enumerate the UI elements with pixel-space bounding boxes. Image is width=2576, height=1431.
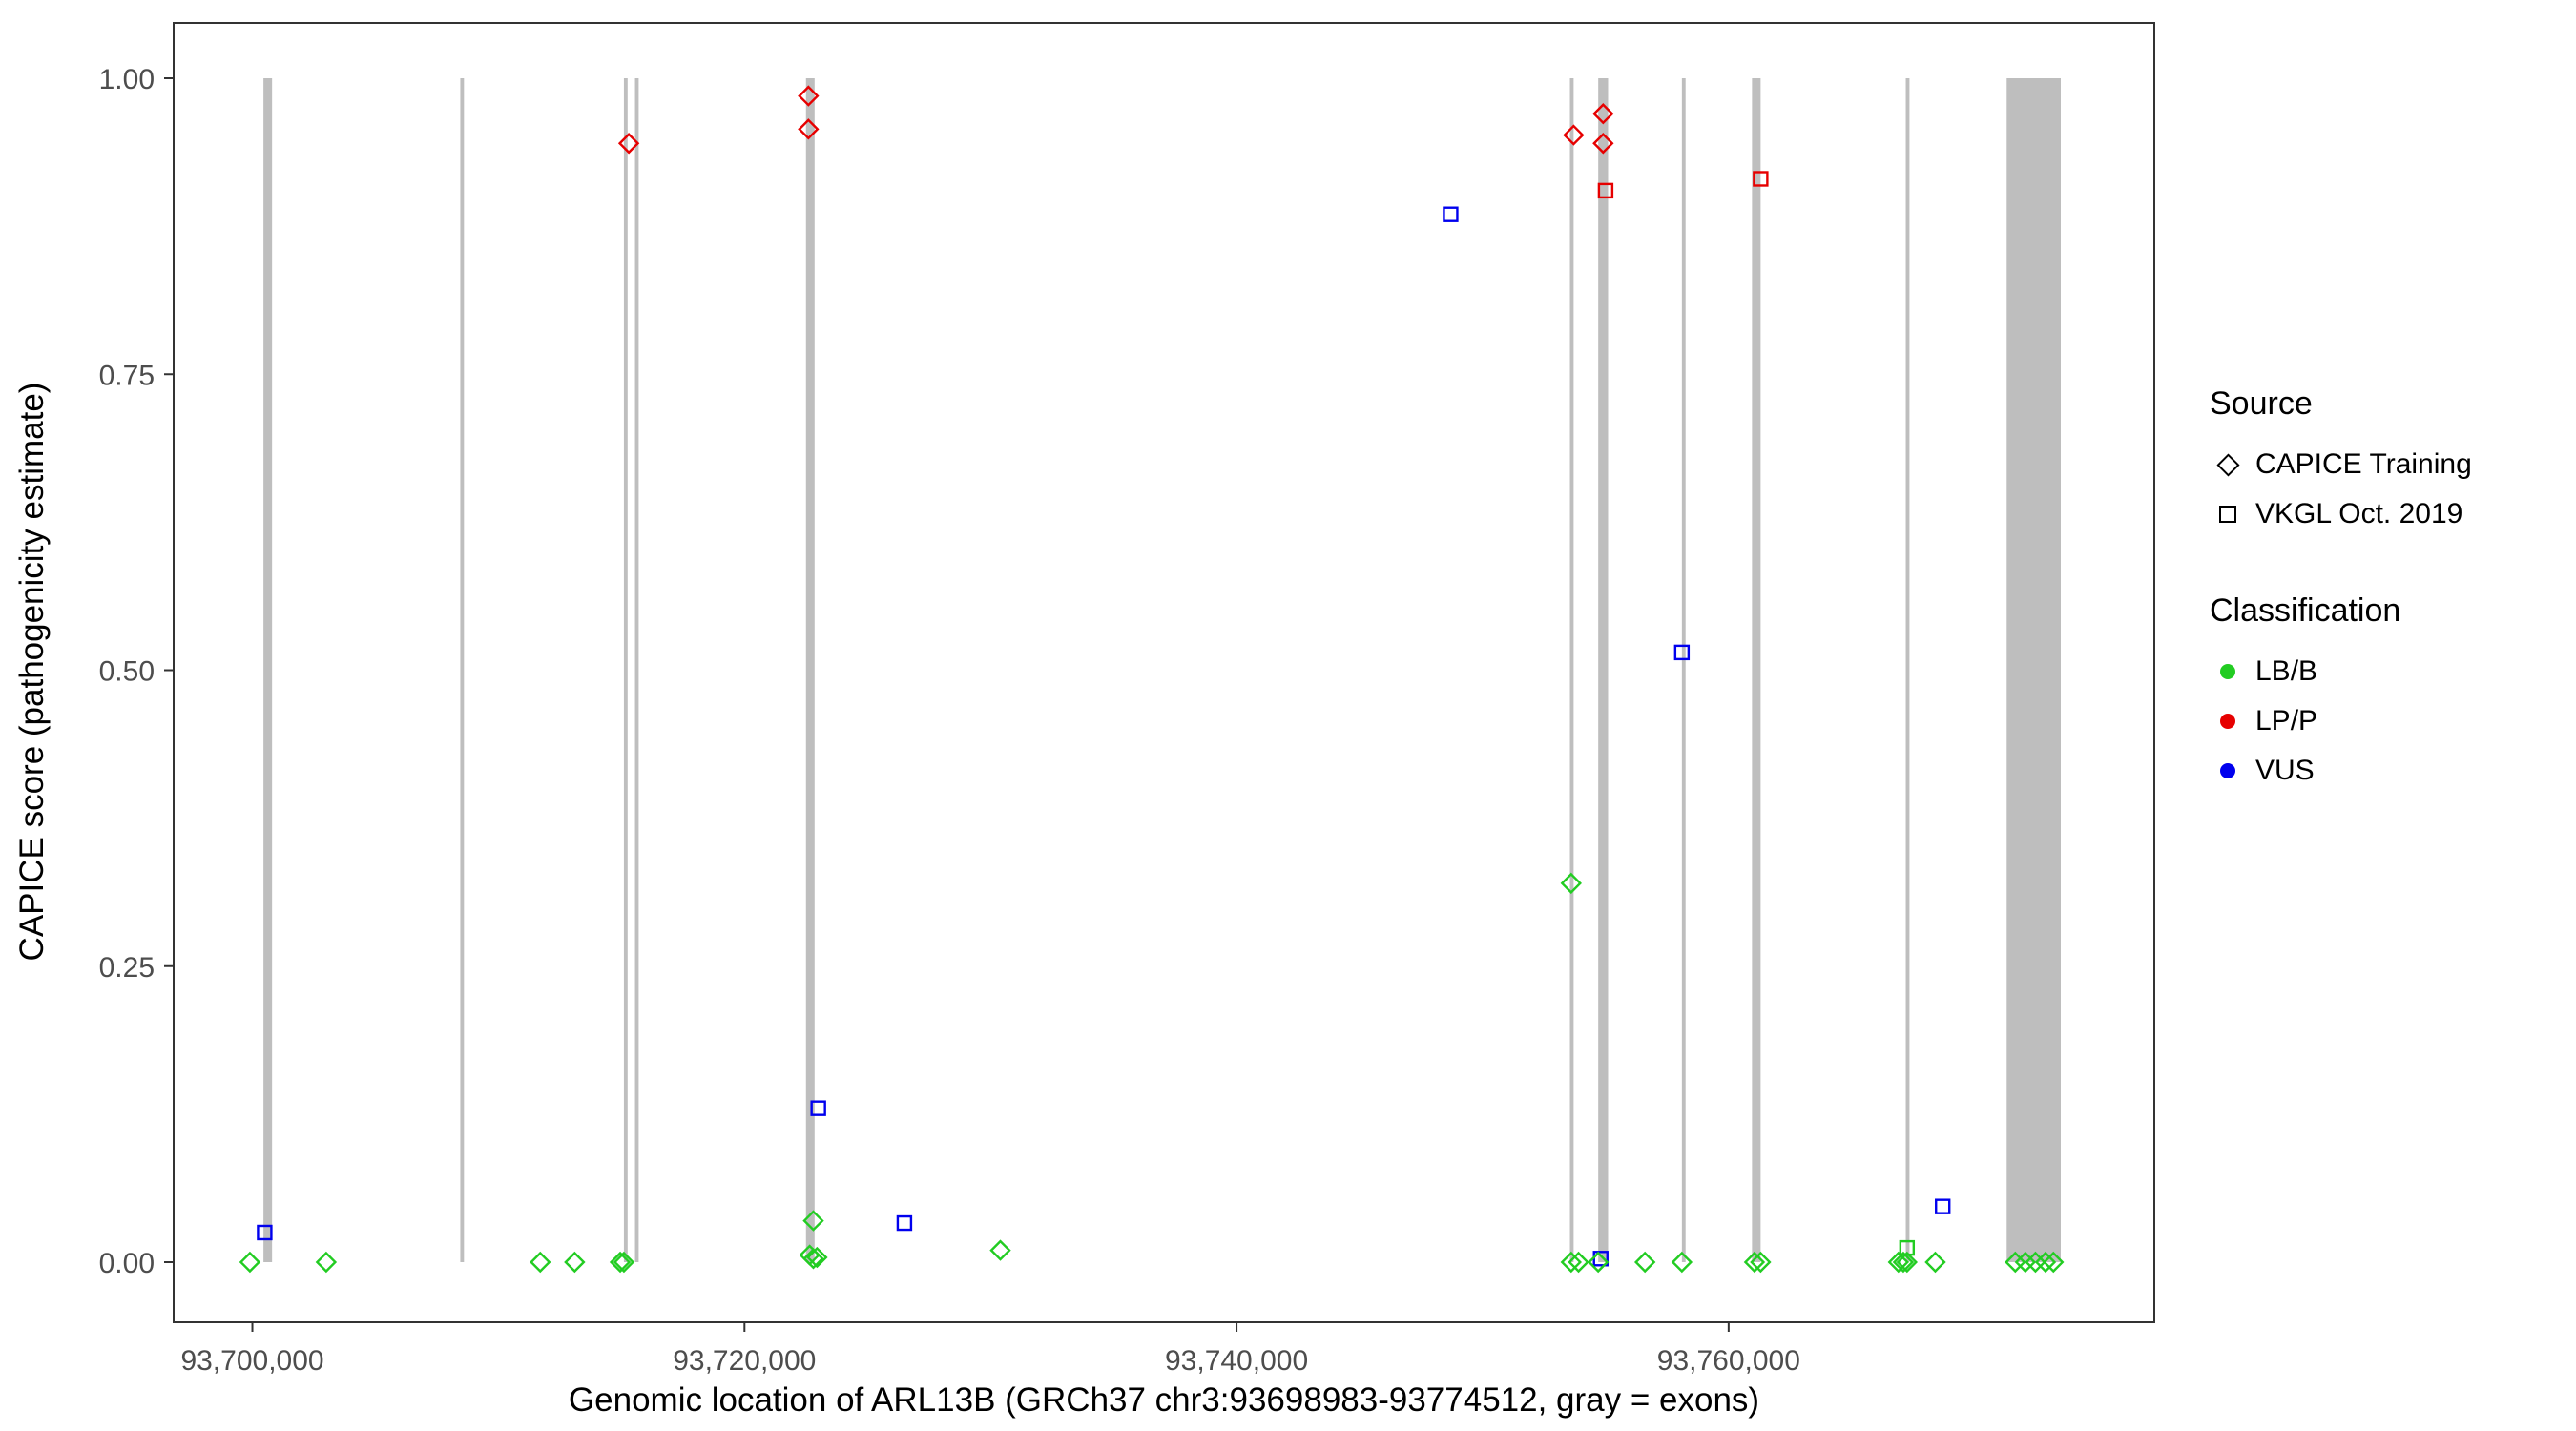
data-point-diamond — [802, 1210, 824, 1232]
x-tick-label: 93,760,000 — [1657, 1345, 1800, 1377]
data-point-diamond — [1560, 872, 1582, 895]
data-point-diamond — [564, 1251, 586, 1274]
data-point-diamond — [315, 1251, 338, 1274]
data-point-square — [1443, 206, 1459, 222]
legend-item-lpp: LP/P — [2210, 696, 2572, 746]
exon-rect — [805, 78, 815, 1262]
square-key-icon — [2210, 506, 2246, 523]
data-point-diamond — [1743, 1251, 1766, 1274]
data-point-diamond — [1892, 1251, 1915, 1274]
legend-group-source: Source CAPICE Training VKGL Oct. 2019 — [2210, 385, 2572, 539]
legend-classification-title: Classification — [2210, 592, 2401, 629]
data-point-diamond — [530, 1251, 551, 1274]
data-point-diamond — [2025, 1251, 2046, 1274]
data-point-diamond — [802, 1248, 824, 1270]
red-dot-icon — [2210, 714, 2246, 729]
exon-rect — [623, 78, 628, 1262]
y-tick-label: 1.00 — [99, 64, 155, 95]
legend-item-label: LP/P — [2255, 705, 2318, 736]
blue-dot-icon — [2210, 763, 2246, 778]
x-tick-label: 93,700,000 — [180, 1345, 323, 1377]
legend-item-label: CAPICE Training — [2255, 448, 2472, 480]
data-point-diamond — [1750, 1251, 1772, 1274]
data-point-diamond — [798, 85, 820, 107]
data-point-diamond — [1592, 133, 1614, 155]
data-point-diamond — [1587, 1251, 1610, 1274]
legend: Source CAPICE Training VKGL Oct. 2019 Cl… — [2210, 385, 2572, 849]
legend-item-vkgl: VKGL Oct. 2019 — [2210, 489, 2572, 539]
data-point-square — [1673, 644, 1691, 661]
data-point-diamond — [1568, 1251, 1589, 1274]
exon-rect — [1569, 78, 1574, 1262]
data-point-diamond — [239, 1251, 261, 1274]
green-dot-icon — [2210, 664, 2246, 679]
data-point-diamond — [1924, 1251, 1946, 1274]
legend-item-label: VUS — [2255, 755, 2315, 786]
data-point-diamond — [1633, 1251, 1656, 1274]
data-point-square — [896, 1214, 913, 1232]
exon-rect — [460, 78, 465, 1262]
x-tick-label: 93,720,000 — [673, 1345, 816, 1377]
y-tick-label: 0.25 — [99, 952, 155, 984]
legend-item-lbb: LB/B — [2210, 647, 2572, 696]
legend-source-title: Source — [2210, 385, 2313, 422]
data-point-diamond — [806, 1246, 828, 1269]
legend-group-classification: Classification LB/B LP/P VUS — [2210, 592, 2572, 796]
legend-item-capice-training: CAPICE Training — [2210, 440, 2572, 489]
y-axis-title: CAPICE score (pathogenicity estimate) — [13, 382, 51, 962]
data-point-square — [1753, 171, 1769, 187]
data-point-square — [1935, 1198, 1951, 1214]
data-point-diamond — [1592, 103, 1614, 125]
data-point-diamond — [1560, 1251, 1582, 1274]
data-point-square — [810, 1100, 826, 1116]
panel-border — [173, 22, 2155, 1323]
exon-rect — [634, 78, 639, 1262]
legend-item-label: LB/B — [2255, 655, 2318, 687]
data-point-diamond — [2034, 1251, 2057, 1274]
data-point-diamond — [609, 1251, 632, 1274]
x-tick-label: 93,740,000 — [1165, 1345, 1308, 1377]
data-point-square — [257, 1224, 273, 1241]
data-point-diamond — [1887, 1251, 1909, 1274]
data-point-diamond — [2005, 1251, 2026, 1274]
data-point-square — [1597, 182, 1614, 199]
data-point-diamond — [1896, 1251, 1919, 1274]
y-tick-label: 0.75 — [99, 360, 155, 391]
legend-item-vus: VUS — [2210, 746, 2572, 796]
x-axis-title: Genomic location of ARL13B (GRCh37 chr3:… — [568, 1381, 1760, 1419]
exon-rect — [263, 78, 273, 1262]
exon-rect — [1905, 78, 1910, 1262]
data-point-diamond — [1671, 1251, 1693, 1274]
legend-item-label: VKGL Oct. 2019 — [2255, 498, 2463, 529]
data-point-diamond — [2014, 1251, 2037, 1274]
data-point-diamond — [798, 118, 820, 140]
exon-rect — [1681, 78, 1686, 1262]
data-point-diamond — [2043, 1251, 2065, 1274]
y-tick-label: 0.00 — [99, 1248, 155, 1279]
exon-rect — [1752, 78, 1761, 1262]
data-point-diamond — [989, 1239, 1011, 1261]
data-point-diamond — [613, 1251, 635, 1274]
diamond-key-icon — [2210, 452, 2246, 477]
y-tick-label: 0.50 — [99, 656, 155, 688]
data-point-diamond — [1563, 124, 1585, 146]
exon-rect — [1598, 78, 1609, 1262]
exon-rect — [2006, 78, 2062, 1262]
data-point-diamond — [617, 133, 640, 155]
